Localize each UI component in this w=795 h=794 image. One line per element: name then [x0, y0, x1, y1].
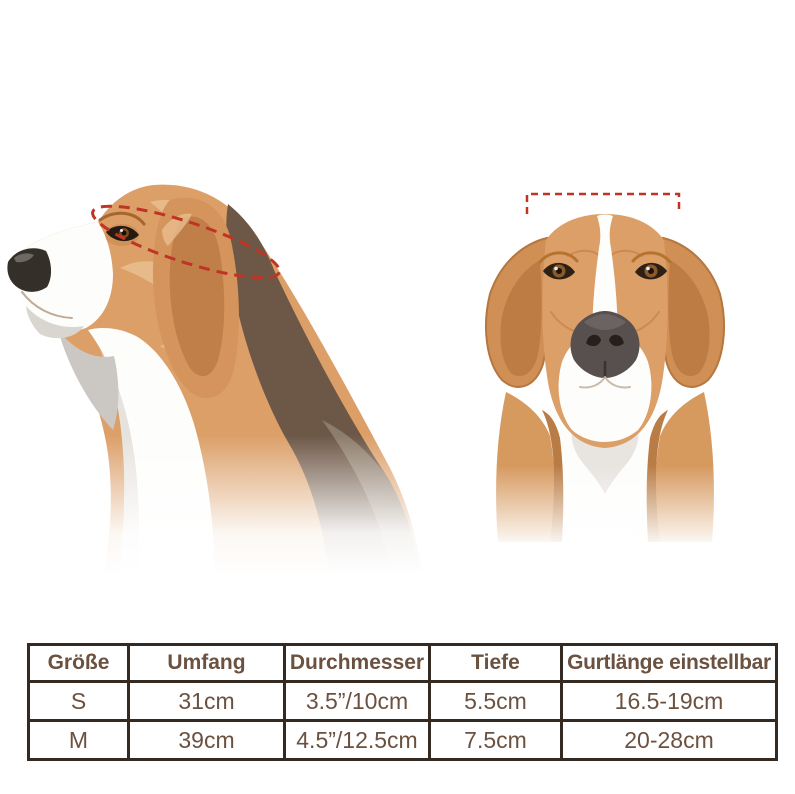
header-umfang: Umfang: [127, 643, 286, 683]
cell-durchmesser: 3.5”/10cm: [283, 680, 431, 722]
cell-umfang: 39cm: [127, 719, 286, 761]
beagle-front-illustration: [450, 192, 780, 590]
header-groesse: Größe: [27, 643, 130, 683]
front-face: [538, 214, 672, 448]
profile-throat-shadow: [58, 330, 119, 430]
header-gurtlaenge: Gurtlänge einstellbar: [560, 643, 778, 683]
cell-umfang: 31cm: [127, 680, 286, 722]
cell-gurtlaenge: 16.5-19cm: [560, 680, 778, 722]
cell-gurtlaenge: 20-28cm: [560, 719, 778, 761]
cell-durchmesser: 4.5”/12.5cm: [283, 719, 431, 761]
profile-ear-shade: [169, 216, 225, 377]
profile-brow: [98, 211, 146, 226]
front-fade: [450, 460, 780, 590]
profile-ear-highlight: [162, 213, 192, 246]
cell-size: M: [27, 719, 130, 761]
profile-nose-highlight: [14, 253, 34, 263]
head-width-marker: [525, 192, 681, 214]
size-row-m: M 39cm 4.5”/12.5cm 7.5cm 20-28cm: [27, 719, 778, 761]
profile-eye-glint: [120, 229, 123, 232]
beagle-profile-illustration: [0, 184, 450, 590]
profile-pupil: [121, 230, 127, 236]
profile-fade: [0, 430, 450, 590]
cell-tiefe: 5.5cm: [428, 680, 563, 722]
header-durchmesser: Durchmesser: [283, 643, 431, 683]
front-ears: [485, 236, 725, 388]
profile-muzzle-shade: [26, 306, 84, 339]
size-table-header-row: Größe Umfang Durchmesser Tiefe Gurtlänge…: [27, 643, 778, 683]
size-row-s: S 31cm 3.5”/10cm 5.5cm 16.5-19cm: [27, 680, 778, 722]
cell-tiefe: 7.5cm: [428, 719, 563, 761]
header-tiefe: Tiefe: [428, 643, 563, 683]
size-table: Größe Umfang Durchmesser Tiefe Gurtlänge…: [27, 643, 778, 761]
cell-size: S: [27, 680, 130, 722]
profile-mouth-line: [21, 291, 73, 319]
